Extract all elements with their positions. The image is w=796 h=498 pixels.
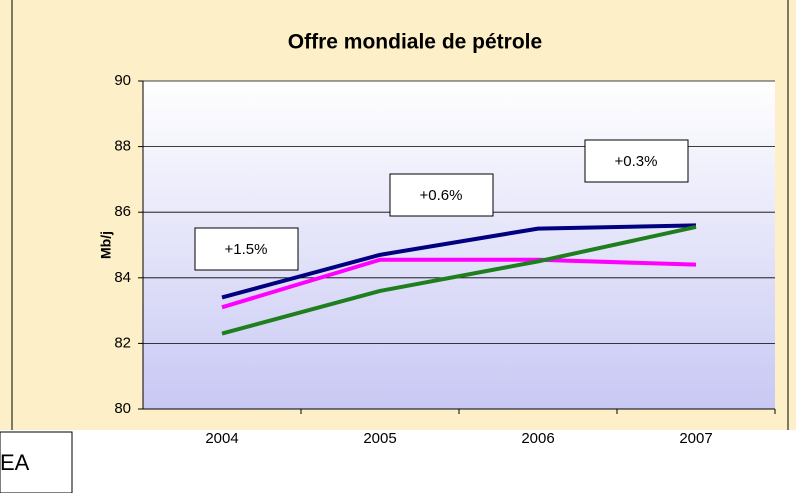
y-tick-label: 84 (114, 269, 131, 286)
annotation: +1.5% (225, 241, 268, 258)
y-tick-label: 82 (114, 334, 131, 351)
annotation: +0.3% (615, 153, 658, 170)
annotation-box (584, 139, 689, 183)
annotation-box (389, 173, 494, 217)
y-tick-label: 86 (114, 203, 131, 220)
chart-title: Offre mondiale de pétrole (288, 31, 542, 54)
x-tick-label: 2004 (205, 430, 238, 447)
series-line (221, 225, 697, 336)
annotation-box (194, 227, 299, 271)
footer-note: EA (0, 450, 30, 475)
y-axis-label: Mb/j (98, 231, 114, 259)
y-tick-label: 90 (114, 72, 131, 89)
series-line (221, 223, 697, 300)
annotation: +0.6% (420, 187, 463, 204)
x-tick-label: 2007 (679, 430, 712, 447)
series-line (221, 257, 697, 310)
y-tick-label: 88 (114, 138, 131, 155)
x-tick-label: 2005 (363, 430, 396, 447)
x-tick-label: 2006 (521, 430, 554, 447)
footer-box (0, 431, 73, 494)
y-tick-label: 80 (114, 400, 131, 417)
